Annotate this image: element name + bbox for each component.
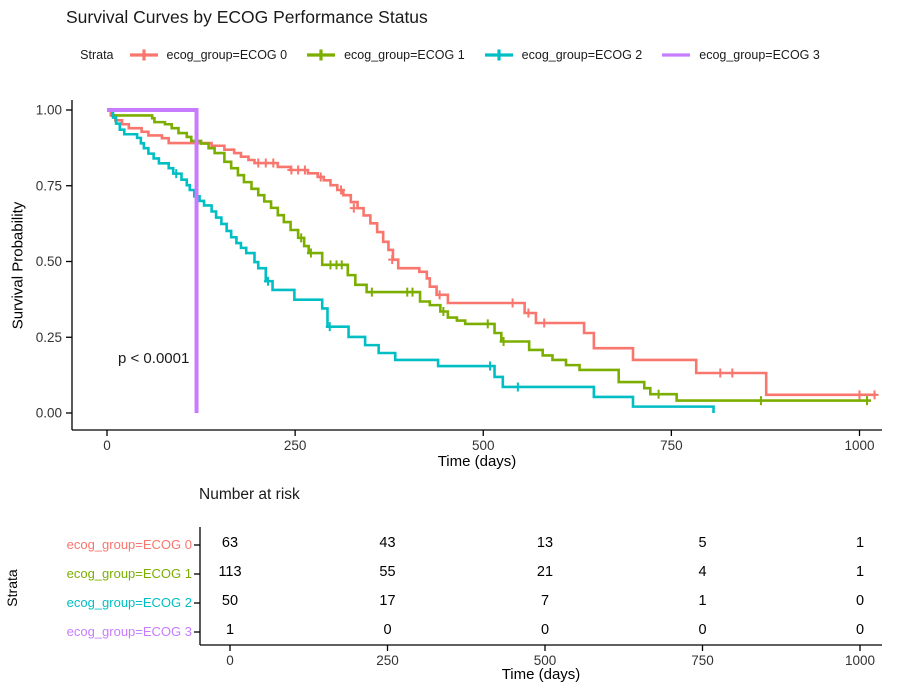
risk-count-ecog-2-t0: 50 [221,593,239,609]
risk-x-tick-label: 750 [691,653,714,668]
x-tick-label: 250 [284,438,307,453]
risk-count-ecog-1-t750: 4 [698,564,707,580]
risk-count-ecog-1-t1000: 1 [855,564,865,580]
y-tick-label: 0.00 [36,406,62,421]
risk-count-ecog-0-t0: 63 [221,535,239,551]
risk-count-ecog-0-t1000: 1 [855,535,865,551]
x-tick-label: 500 [472,438,495,453]
legend-marker-icon [129,49,158,61]
legend-item-ecog-1: ecog_group=ECOG 1 [305,47,465,63]
legend-marker-icon [662,53,691,57]
risk-x-tick-label: 250 [376,653,399,668]
risk-count-ecog-2-t1000: 0 [855,593,865,609]
y-tick-label: 0.75 [36,178,62,193]
y-tick-label: 1.00 [36,103,62,118]
risk-count-ecog-3-t500: 0 [540,622,550,638]
risk-row-label-ecog-3: ecog_group=ECOG 3 [66,624,192,639]
legend-item-label: ecog_group=ECOG 3 [699,48,820,62]
survival-curve-ecog-2 [107,108,715,413]
legend-item-label: ecog_group=ECOG 0 [166,48,288,62]
x-tick-label: 750 [660,438,683,453]
risk-count-ecog-3-t250: 0 [383,622,392,638]
y-tick-label: 0.25 [36,330,62,345]
risk-table-title: Number at risk [199,486,300,503]
risk-count-ecog-2-t750: 1 [698,593,707,609]
risk-count-ecog-3-t750: 0 [698,622,707,638]
risk-x-tick-label: 1000 [845,653,875,668]
legend-item-ecog-3: ecog_group=ECOG 3 [660,47,820,63]
x-axis-label: Time (days) [437,453,517,470]
censor-marks-ecog-1 [297,233,872,406]
risk-x-tick-label: 500 [534,653,557,668]
x-tick-label: 1000 [844,438,874,453]
risk-table-xlabel: Time (days) [501,666,581,683]
p-value-annotation: p < 0.0001 [118,350,190,367]
legend-item-ecog-0: ecog_group=ECOG 0 [128,47,288,63]
risk-count-ecog-0-t750: 5 [698,535,707,551]
survival-curve-ecog-3 [107,108,199,413]
survival-curve-ecog-0 [107,108,877,397]
risk-count-ecog-2-t250: 17 [379,593,396,609]
y-tick-label: 0.50 [36,254,62,269]
risk-count-ecog-1-t0: 113 [218,564,242,580]
risk-x-tick-label: 0 [226,653,234,668]
risk-count-ecog-1-t500: 21 [536,564,554,580]
x-tick-label: 0 [103,438,111,453]
censor-marks-ecog-2 [172,169,522,392]
risk-count-ecog-2-t500: 7 [540,593,550,609]
legend-item-label: ecog_group=ECOG 1 [344,48,465,62]
survival-curve-ecog-1 [107,108,871,402]
risk-count-ecog-0-t250: 43 [379,535,396,551]
risk-row-label-ecog-1: ecog_group=ECOG 1 [66,566,192,581]
risk-row-label-ecog-2: ecog_group=ECOG 2 [66,595,192,610]
risk-count-ecog-0-t500: 13 [536,535,554,551]
risk-table-ylabel: Strata [4,569,20,607]
legend-marker-icon [484,49,513,61]
y-axis-label: Survival Probability [9,201,27,330]
risk-count-ecog-1-t250: 55 [379,564,396,580]
legend: Strata ecog_group=ECOG 0 ecog_group=ECOG … [0,47,900,63]
censor-marks-ecog-0 [254,158,879,400]
legend-item-label: ecog_group=ECOG 2 [521,48,643,62]
legend-items: ecog_group=ECOG 0 ecog_group=ECOG 1 ecog_g… [128,47,820,63]
risk-row-label-ecog-0: ecog_group=ECOG 0 [66,537,192,552]
legend-marker-icon [307,49,336,61]
legend-item-ecog-2: ecog_group=ECOG 2 [483,47,643,63]
risk-count-ecog-3-t0: 1 [225,622,235,638]
plot-title: Survival Curves by ECOG Performance Stat… [66,7,428,27]
risk-count-ecog-3-t1000: 0 [855,622,865,638]
legend-title: Strata [80,48,114,62]
